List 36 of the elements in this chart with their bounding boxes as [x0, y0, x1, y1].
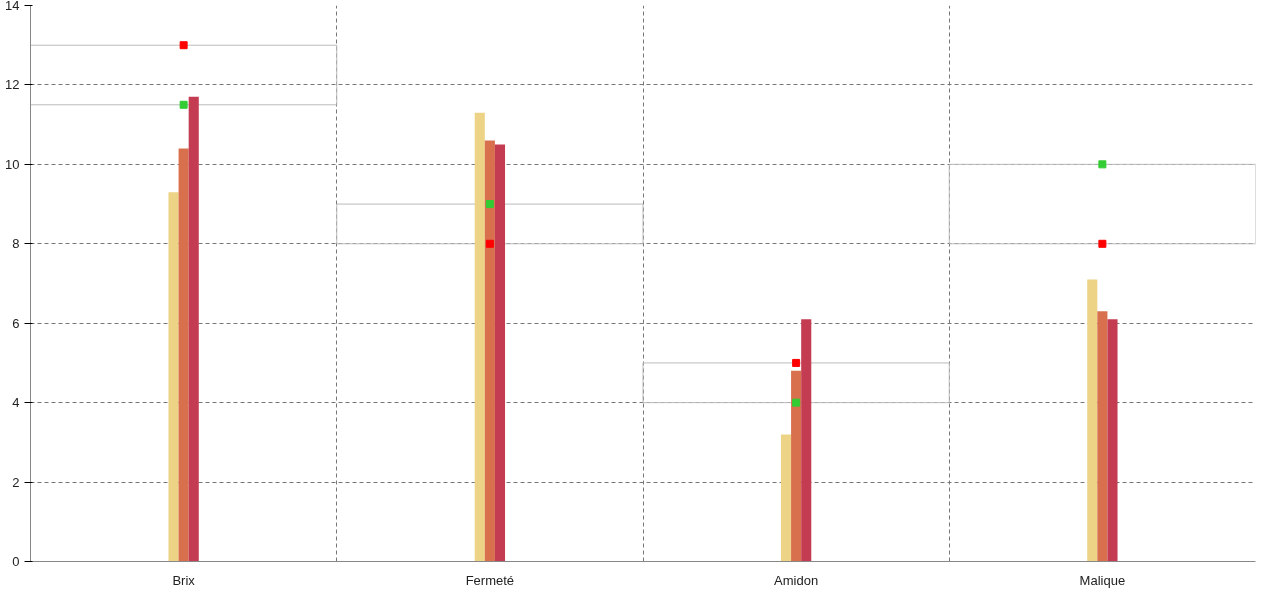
bar	[474, 112, 485, 562]
y-tick-label: 12	[5, 77, 20, 93]
bar	[178, 148, 189, 562]
point	[485, 200, 494, 209]
x-tick-label: Malique	[1079, 572, 1126, 588]
bar	[494, 144, 506, 562]
y-tick-label: 6	[12, 315, 20, 331]
bar	[1107, 319, 1118, 562]
y-tick-label: 14	[5, 0, 20, 13]
x-tick-label: Brix	[172, 572, 196, 588]
y-tick-label: 8	[12, 236, 20, 252]
x-tick-label: Amidon	[774, 572, 819, 588]
point	[179, 41, 188, 50]
bar	[188, 96, 199, 562]
point	[485, 239, 494, 248]
bar	[30, 44, 338, 106]
y-tick-label: 4	[12, 395, 20, 411]
bar	[642, 362, 950, 404]
point	[1098, 160, 1107, 169]
point	[792, 358, 801, 367]
bar	[1087, 279, 1098, 562]
x-tick-label: Fermeté	[465, 572, 515, 588]
bar	[801, 319, 812, 562]
bar	[948, 163, 1256, 245]
bar	[168, 192, 179, 562]
point	[179, 100, 188, 109]
y-tick-label: 10	[5, 156, 20, 172]
bar	[791, 370, 802, 562]
y-tick-label: 0	[12, 554, 20, 569]
point	[1098, 239, 1107, 248]
bar	[484, 140, 495, 562]
point	[792, 398, 801, 407]
bar	[1097, 311, 1108, 562]
y-tick-label: 2	[12, 474, 20, 490]
bar	[336, 203, 644, 245]
bar	[780, 434, 792, 562]
